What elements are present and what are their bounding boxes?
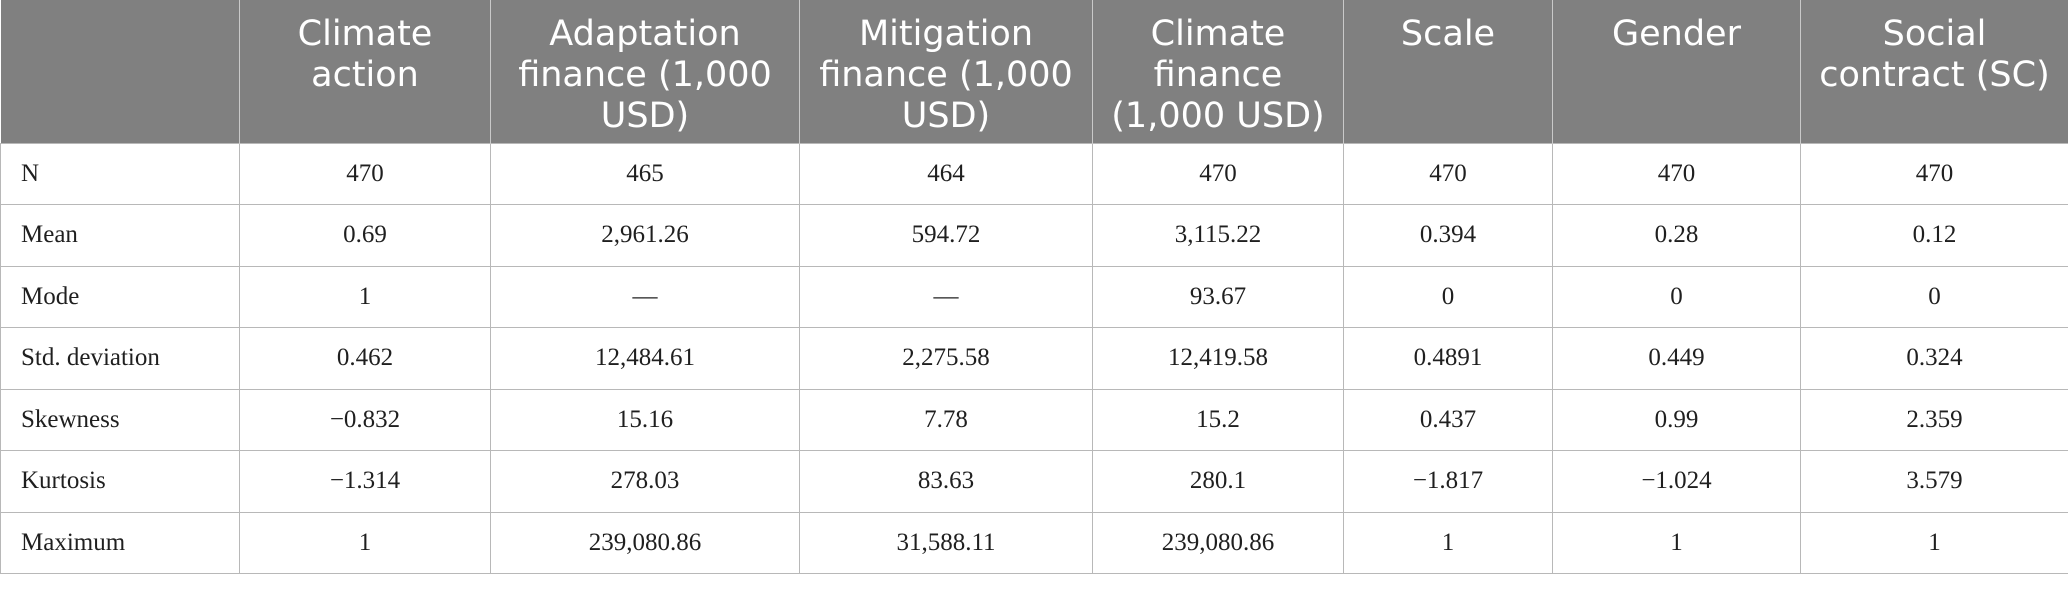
- column-header-gender: Gender: [1552, 0, 1801, 143]
- table-row: Mean 0.69 2,961.26 594.72 3,115.22 0.394…: [0, 204, 2068, 267]
- row-label: Kurtosis: [0, 450, 240, 513]
- table-cell: 15.16: [490, 388, 800, 451]
- column-header-mitigation-finance: Mitigation finance (1,000 USD): [799, 0, 1093, 143]
- column-header-climate-action: Climate action: [239, 0, 491, 143]
- table-cell: 0: [1343, 265, 1553, 328]
- row-label: Skewness: [0, 388, 240, 451]
- table-header-row: Climate action Adaptation finance (1,000…: [0, 0, 2068, 143]
- row-label: N: [0, 142, 240, 205]
- table-cell: 0.69: [239, 204, 491, 267]
- table-cell: −1.314: [239, 450, 491, 513]
- table-cell: −0.832: [239, 388, 491, 451]
- table-cell: 1: [239, 511, 491, 574]
- row-label: Maximum: [0, 511, 240, 574]
- table-cell: —: [490, 265, 800, 328]
- table-cell: 280.1: [1092, 450, 1344, 513]
- table-cell: −1.024: [1552, 450, 1801, 513]
- column-header-adaptation-finance: Adaptation finance (1,000 USD): [490, 0, 800, 143]
- table-cell: 465: [490, 142, 800, 205]
- table-cell: 594.72: [799, 204, 1093, 267]
- table-cell: 0.4891: [1343, 327, 1553, 390]
- table-row: Kurtosis −1.314 278.03 83.63 280.1 −1.81…: [0, 450, 2068, 513]
- table-cell: 15.2: [1092, 388, 1344, 451]
- table-cell: 0: [1800, 265, 2068, 328]
- table-cell: 31,588.11: [799, 511, 1093, 574]
- table-row: N 470 465 464 470 470 470 470: [0, 142, 2068, 205]
- table-cell: 1: [1800, 511, 2068, 574]
- table-cell: 0: [1552, 265, 1801, 328]
- table-cell: 7.78: [799, 388, 1093, 451]
- table-cell: 470: [239, 142, 491, 205]
- column-header-climate-finance: Climate finance (1,000 USD): [1092, 0, 1344, 143]
- table-cell: 2,275.58: [799, 327, 1093, 390]
- table-cell: 470: [1552, 142, 1801, 205]
- table-cell: 2.359: [1800, 388, 2068, 451]
- table-cell: 3,115.22: [1092, 204, 1344, 267]
- table-row: Mode 1 — — 93.67 0 0 0: [0, 265, 2068, 328]
- table-cell: 239,080.86: [490, 511, 800, 574]
- table-cell: —: [799, 265, 1093, 328]
- table-cell: −1.817: [1343, 450, 1553, 513]
- table-cell: 1: [239, 265, 491, 328]
- table-cell: 0.12: [1800, 204, 2068, 267]
- table-cell: 278.03: [490, 450, 800, 513]
- row-label: Mode: [0, 265, 240, 328]
- table-row: Skewness −0.832 15.16 7.78 15.2 0.437 0.…: [0, 388, 2068, 451]
- table-cell: 12,419.58: [1092, 327, 1344, 390]
- table-cell: 0.449: [1552, 327, 1801, 390]
- table-cell: 464: [799, 142, 1093, 205]
- column-header-scale: Scale: [1343, 0, 1553, 143]
- table-row: Maximum 1 239,080.86 31,588.11 239,080.8…: [0, 511, 2068, 574]
- table-cell: 0.28: [1552, 204, 1801, 267]
- table-cell: 12,484.61: [490, 327, 800, 390]
- row-label: Mean: [0, 204, 240, 267]
- table-cell: 0.99: [1552, 388, 1801, 451]
- table-cell: 470: [1092, 142, 1344, 205]
- table-cell: 1: [1343, 511, 1553, 574]
- row-label: Std. deviation: [0, 327, 240, 390]
- table-cell: 83.63: [799, 450, 1093, 513]
- table-cell: 1: [1552, 511, 1801, 574]
- descriptive-statistics-table: Climate action Adaptation finance (1,000…: [0, 0, 2068, 574]
- table-cell: 0.437: [1343, 388, 1553, 451]
- table-cell: 3.579: [1800, 450, 2068, 513]
- table-cell: 0.462: [239, 327, 491, 390]
- table-cell: 2,961.26: [490, 204, 800, 267]
- table-cell: 239,080.86: [1092, 511, 1344, 574]
- table-cell: 470: [1800, 142, 2068, 205]
- table-cell: 0.324: [1800, 327, 2068, 390]
- table-cell: 470: [1343, 142, 1553, 205]
- table-row: Std. deviation 0.462 12,484.61 2,275.58 …: [0, 327, 2068, 390]
- column-header-social-contract: Social contract (SC): [1800, 0, 2068, 143]
- table-cell: 0.394: [1343, 204, 1553, 267]
- table-cell: 93.67: [1092, 265, 1344, 328]
- column-header-stub: [0, 0, 240, 143]
